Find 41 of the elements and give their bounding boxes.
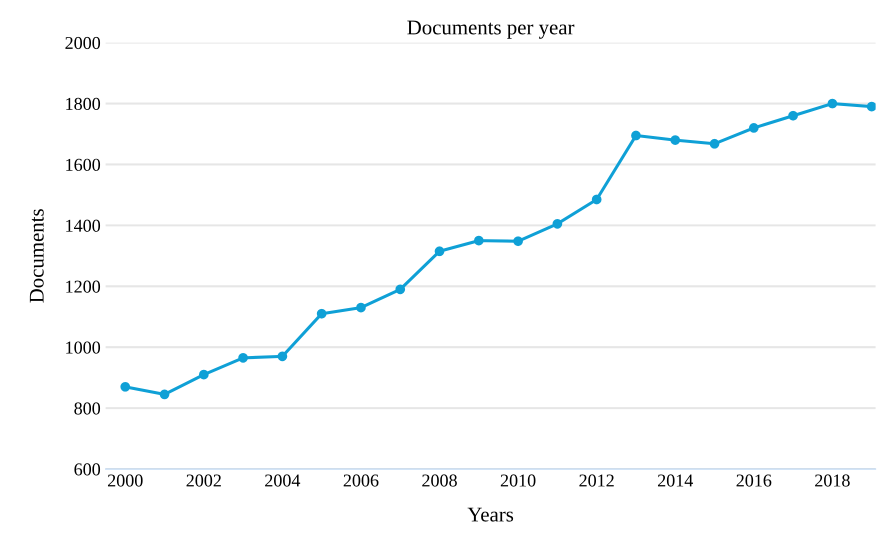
point [474,236,484,246]
point [670,135,680,145]
y-tick-label: 1600 [66,158,100,171]
y-tick-label: 800 [74,402,100,415]
y-tick-label: 1200 [66,280,100,293]
x-axis-title: Years [468,508,514,522]
y-axis-title: Documents [30,209,44,303]
point [552,219,562,229]
point [631,130,641,140]
x-tick-label: 2006 [344,474,378,487]
chart-title: Documents per year [407,20,574,39]
x-tick-label: 2012 [579,474,614,487]
point [748,123,759,133]
x-tick-label: 2014 [658,474,694,487]
point [710,138,720,149]
x-tick-label: 2000 [108,474,143,487]
point [788,110,798,121]
point [434,246,444,256]
x-tick-label: 2016 [736,474,772,487]
point [513,236,523,246]
point [238,353,248,363]
point [592,194,602,204]
y-tick-label: 1800 [66,98,100,110]
point [316,308,327,319]
point [866,102,876,112]
point [160,390,170,400]
point [356,302,366,312]
point [120,382,130,392]
point [828,98,838,108]
point [198,370,209,380]
x-tick-label: 2018 [815,474,850,487]
y-tick-label: 2000 [65,36,100,50]
y-tick-label: 1000 [66,341,100,354]
point [278,351,288,362]
x-tick-label: 2004 [265,474,300,487]
x-tick-label: 2010 [500,474,536,487]
point [395,284,406,294]
y-tick-label: 1400 [66,220,100,232]
y-tick-label: 600 [74,463,100,476]
x-tick-label: 2008 [422,474,457,487]
x-tick-label: 2002 [186,474,221,487]
